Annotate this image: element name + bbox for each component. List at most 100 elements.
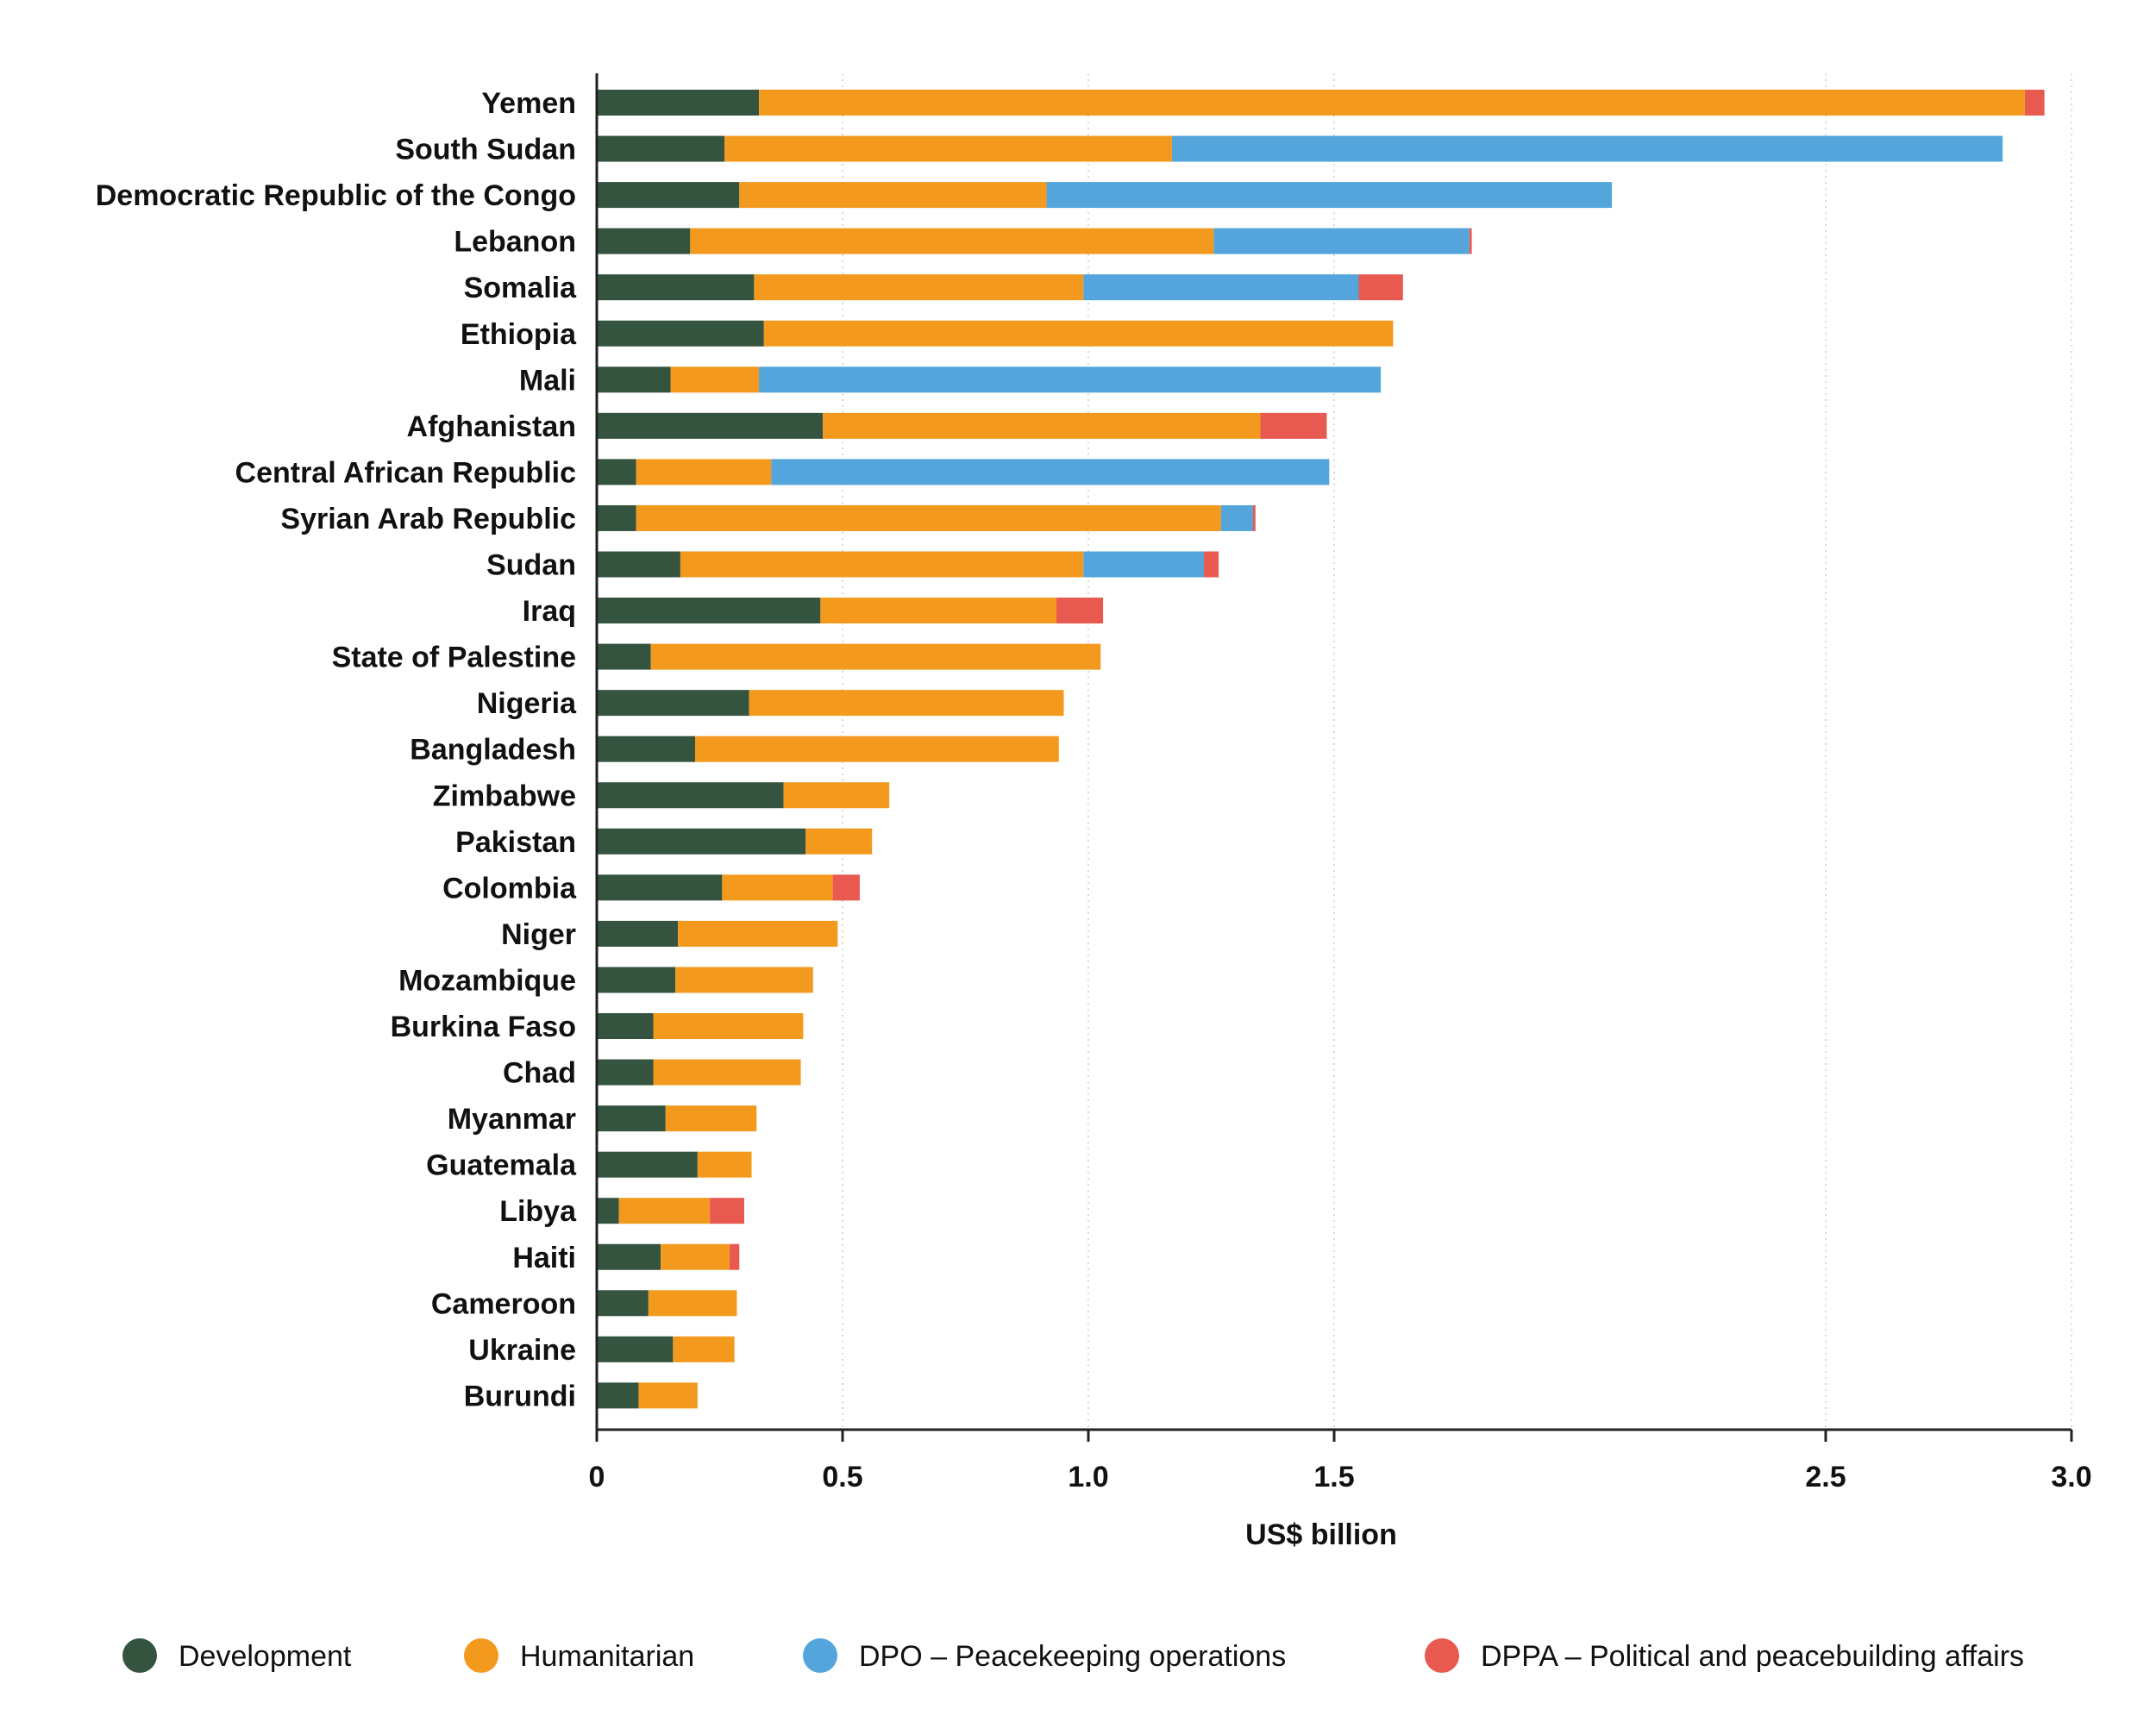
- bar-burkina-faso-development: [597, 1013, 654, 1039]
- bar-burundi-humanitarian: [638, 1382, 698, 1409]
- x-tick-label: 0: [589, 1461, 605, 1493]
- bar-cameroon-humanitarian: [648, 1290, 737, 1317]
- bar-bangladesh-development: [597, 736, 695, 762]
- bar-libya-development: [597, 1198, 619, 1224]
- bar-myanmar-development: [597, 1105, 666, 1132]
- bar-yemen-dppa: [2024, 90, 2045, 116]
- bar-south-sudan-dpo: [1171, 135, 2003, 162]
- bar-central-african-republic-development: [597, 459, 636, 485]
- bar-haiti-development: [597, 1243, 661, 1270]
- x-axis: 0 0.5 1.0 1.5 2.5 3.0: [589, 73, 2092, 1493]
- category-label: Democratic Republic of the Congo: [96, 179, 576, 212]
- category-label: Cameroon: [431, 1287, 576, 1320]
- bar-mali-development: [597, 366, 671, 393]
- category-labels: Yemen South Sudan Democratic Republic of t…: [96, 87, 577, 1412]
- category-label: State of Palestine: [332, 642, 576, 674]
- bars: [597, 90, 2045, 1409]
- category-label: Burundi: [464, 1380, 576, 1412]
- bar-bangladesh-humanitarian: [695, 736, 1059, 762]
- bar-lebanon-dppa: [1469, 228, 1472, 254]
- bar-afghanistan-development: [597, 412, 824, 439]
- bar-sudan-dpo: [1083, 551, 1204, 578]
- category-label: Pakistan: [455, 826, 576, 859]
- legend-swatch-dppa: [1425, 1638, 1459, 1673]
- bar-south-sudan-development: [597, 135, 725, 162]
- category-label: Niger: [501, 918, 576, 951]
- category-label: Sudan: [486, 549, 576, 582]
- bar-state-of-palestine-development: [597, 643, 651, 670]
- bar-lebanon-dpo: [1213, 228, 1470, 254]
- bar-niger-development: [597, 920, 679, 947]
- bar-haiti-dppa: [729, 1243, 740, 1270]
- category-label: Haiti: [512, 1242, 576, 1274]
- bar-colombia-development: [597, 874, 723, 901]
- bar-mozambique-development: [597, 967, 676, 993]
- category-label: Syrian Arab Republic: [280, 503, 576, 535]
- bar-haiti-humanitarian: [661, 1243, 730, 1270]
- category-label: Mali: [519, 364, 576, 397]
- legend-swatch-development: [122, 1638, 157, 1673]
- bar-yemen-humanitarian: [759, 90, 2025, 116]
- bar-niger-humanitarian: [678, 920, 838, 947]
- bar-lebanon-humanitarian: [690, 228, 1214, 254]
- bar-colombia-dppa: [832, 874, 860, 901]
- category-label: South Sudan: [395, 134, 576, 166]
- bar-pakistan-humanitarian: [805, 828, 873, 855]
- x-tick-label: 2.5: [1805, 1461, 1846, 1493]
- bar-nigeria-development: [597, 690, 749, 717]
- bar-mozambique-humanitarian: [675, 967, 813, 993]
- bar-zimbabwe-development: [597, 782, 784, 809]
- bar-colombia-humanitarian: [722, 874, 833, 901]
- bar-central-african-republic-humanitarian: [636, 459, 772, 485]
- bar-ethiopia-development: [597, 320, 764, 347]
- bar-afghanistan-humanitarian: [823, 412, 1261, 439]
- bar-somalia-development: [597, 274, 755, 301]
- category-label: Somalia: [464, 272, 577, 304]
- category-label: Iraq: [523, 595, 576, 628]
- bar-ukraine-humanitarian: [673, 1336, 735, 1362]
- bar-iraq-development: [597, 598, 821, 624]
- bar-somalia-dppa: [1358, 274, 1403, 301]
- category-label: Burkina Faso: [391, 1011, 576, 1043]
- bar-burundi-development: [597, 1382, 639, 1409]
- category-label: Mozambique: [398, 964, 576, 997]
- bar-nigeria-humanitarian: [749, 690, 1064, 717]
- bar-libya-dppa: [710, 1198, 744, 1224]
- category-label: Colombia: [442, 872, 577, 905]
- category-label: Zimbabwe: [433, 779, 576, 812]
- bar-chad-development: [597, 1059, 654, 1086]
- bar-mali-humanitarian: [670, 366, 760, 393]
- bar-libya-humanitarian: [618, 1198, 711, 1224]
- bar-yemen-development: [597, 90, 760, 116]
- legend-label: DPO – Peacekeeping operations: [859, 1640, 1286, 1673]
- category-label: Chad: [503, 1057, 576, 1090]
- category-label: Guatemala: [426, 1149, 577, 1182]
- bar-burkina-faso-humanitarian: [653, 1013, 804, 1039]
- bar-democratic-republic-of-the-congo-humanitarian: [739, 182, 1047, 209]
- bar-democratic-republic-of-the-congo-dpo: [1046, 182, 1613, 209]
- bar-zimbabwe-humanitarian: [783, 782, 890, 809]
- bar-central-african-republic-dpo: [771, 459, 1330, 485]
- category-label: Ethiopia: [461, 318, 577, 351]
- legend-swatch-dpo: [803, 1638, 837, 1673]
- bar-guatemala-development: [597, 1151, 698, 1178]
- bar-pakistan-development: [597, 828, 806, 855]
- bar-syrian-arab-republic-dppa: [1252, 504, 1256, 531]
- legend-label: DPPA – Political and peacebuilding affai…: [1481, 1640, 2024, 1673]
- category-label: Central African Republic: [235, 456, 576, 489]
- bar-syrian-arab-republic-dpo: [1220, 504, 1253, 531]
- bar-somalia-humanitarian: [754, 274, 1084, 301]
- bar-mali-dpo: [759, 366, 1382, 393]
- bar-democratic-republic-of-the-congo-development: [597, 182, 740, 209]
- bar-ethiopia-humanitarian: [763, 320, 1394, 347]
- category-label: Yemen: [481, 87, 576, 120]
- bar-cameroon-development: [597, 1290, 649, 1317]
- bar-south-sudan-humanitarian: [724, 135, 1172, 162]
- category-label: Nigeria: [477, 687, 577, 720]
- category-label: Afghanistan: [407, 410, 576, 443]
- category-label: Ukraine: [468, 1334, 576, 1367]
- x-tick-label: 0.5: [822, 1461, 862, 1493]
- x-tick-label: 1.0: [1068, 1461, 1108, 1493]
- bar-syrian-arab-republic-humanitarian: [636, 504, 1221, 531]
